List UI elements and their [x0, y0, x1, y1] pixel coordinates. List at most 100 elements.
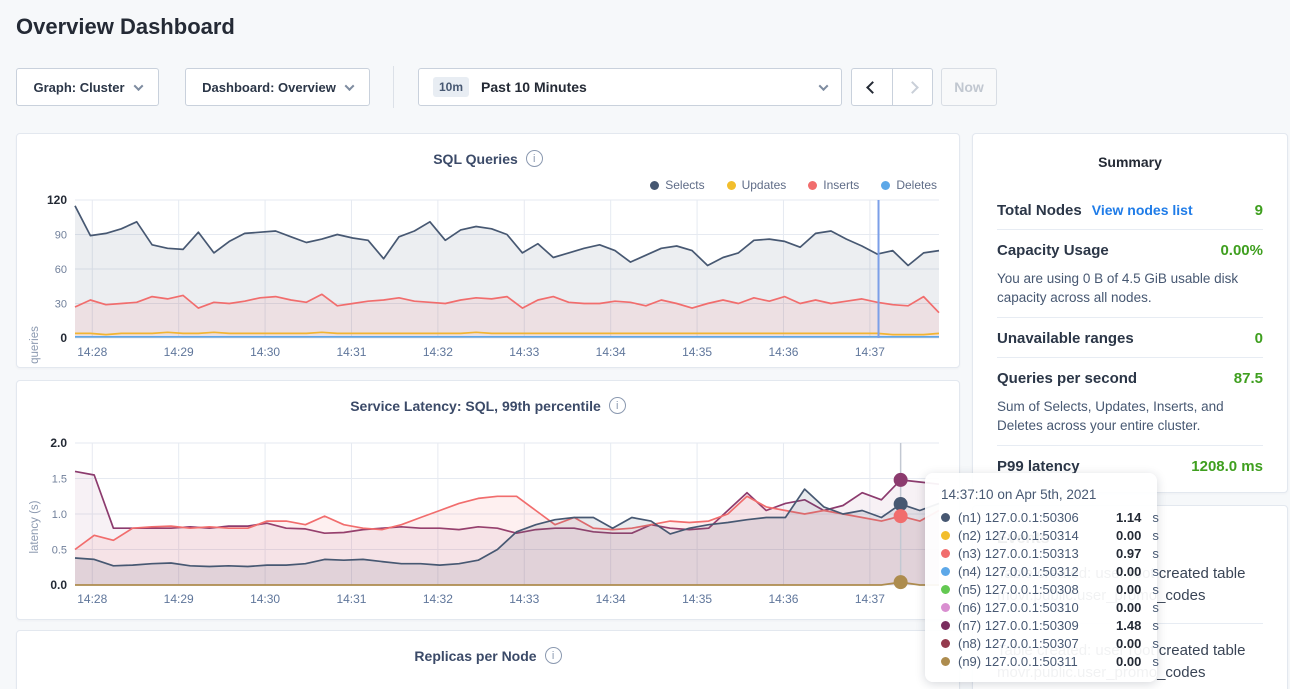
sql-queries-card: SQL Queries SelectsUpdatesInsertsDeletes…	[16, 133, 960, 368]
legend-label: Deletes	[896, 178, 937, 192]
legend-item-updates[interactable]: Updates	[727, 178, 787, 192]
svg-text:30: 30	[55, 299, 67, 311]
svg-text:120: 120	[47, 193, 67, 207]
node-label: (n8) 127.0.0.1:50307	[958, 636, 1108, 651]
node-label: (n3) 127.0.0.1:50313	[958, 546, 1108, 561]
info-icon[interactable]	[545, 647, 562, 664]
node-color-dot-icon	[941, 585, 950, 594]
summary-row-total-nodes: Total Nodes View nodes list 9	[997, 190, 1263, 229]
node-latency-unit: s	[1152, 564, 1159, 579]
unavailable-ranges-label: Unavailable ranges	[997, 330, 1134, 347]
node-latency-unit: s	[1152, 528, 1159, 543]
svg-text:14:34: 14:34	[596, 345, 626, 359]
p99-latency-value: 1208.0 ms	[1191, 458, 1263, 475]
summary-row-unavailable: Unavailable ranges 0	[997, 318, 1263, 357]
capacity-usage-description: You are using 0 B of 4.5 GiB usable disk…	[997, 269, 1263, 317]
time-prev-button[interactable]	[852, 69, 892, 105]
svg-text:90: 90	[55, 230, 67, 242]
dashboard-dropdown[interactable]: Dashboard: Overview	[185, 68, 370, 106]
unavailable-ranges-value: 0	[1255, 330, 1263, 347]
node-latency-value: 1.14	[1116, 510, 1141, 525]
chevron-down-icon	[819, 81, 829, 91]
total-nodes-value: 9	[1255, 202, 1263, 219]
svg-text:14:28: 14:28	[77, 592, 107, 606]
time-range-label: Past 10 Minutes	[481, 79, 587, 95]
legend-item-deletes[interactable]: Deletes	[881, 178, 937, 192]
node-latency-value: 0.97	[1116, 546, 1141, 561]
summary-title: Summary	[997, 154, 1263, 170]
svg-text:14:37: 14:37	[855, 345, 885, 359]
legend-dot-icon	[808, 181, 817, 190]
legend-label: Inserts	[823, 178, 859, 192]
tooltip-row: (n5) 127.0.0.1:503080.00s	[941, 580, 1141, 598]
info-icon[interactable]	[526, 150, 543, 167]
node-color-dot-icon	[941, 531, 950, 540]
tooltip-row: (n6) 127.0.0.1:503100.00s	[941, 598, 1141, 616]
svg-text:14:34: 14:34	[596, 592, 626, 606]
svg-text:14:32: 14:32	[423, 592, 453, 606]
service-latency-chart[interactable]: 0.00.51.01.52.014:2814:2914:3014:3114:32…	[25, 435, 953, 611]
tooltip-row: (n2) 127.0.0.1:503140.00s	[941, 526, 1141, 544]
svg-text:14:36: 14:36	[768, 345, 798, 359]
svg-text:14:30: 14:30	[250, 592, 280, 606]
node-latency-value: 0.00	[1116, 654, 1141, 669]
node-latency-value: 0.00	[1116, 636, 1141, 651]
node-latency-value: 0.00	[1116, 600, 1141, 615]
node-latency-value: 0.00	[1116, 564, 1141, 579]
chevron-down-icon	[133, 81, 143, 91]
sql-queries-chart[interactable]: 030609012014:2814:2914:3014:3114:3214:33…	[25, 192, 953, 364]
tooltip-row: (n1) 127.0.0.1:503061.14s	[941, 508, 1141, 526]
chevron-left-icon	[866, 81, 879, 94]
svg-text:14:29: 14:29	[164, 592, 194, 606]
time-range-dropdown[interactable]: 10m Past 10 Minutes	[418, 68, 842, 106]
chart-legend: Selects Updates Inserts Deletes	[650, 178, 937, 192]
node-latency-value: 0.00	[1116, 528, 1141, 543]
svg-text:14:33: 14:33	[509, 345, 539, 359]
node-label: (n9) 127.0.0.1:50311	[958, 654, 1108, 669]
tooltip-row: (n7) 127.0.0.1:503091.48s	[941, 616, 1141, 634]
dashboard-dropdown-label: Dashboard: Overview	[202, 80, 336, 95]
service-latency-card: Service Latency: SQL, 99th percentile la…	[16, 380, 960, 620]
legend-dot-icon	[727, 181, 736, 190]
node-label: (n4) 127.0.0.1:50312	[958, 564, 1108, 579]
svg-text:14:28: 14:28	[77, 345, 107, 359]
node-latency-unit: s	[1152, 582, 1159, 597]
node-color-dot-icon	[941, 567, 950, 576]
legend-item-selects[interactable]: Selects	[650, 178, 704, 192]
node-color-dot-icon	[941, 621, 950, 630]
node-latency-unit: s	[1152, 510, 1159, 525]
chart-title-replicas: Replicas per Node	[414, 648, 536, 664]
chart-title-service-latency: Service Latency: SQL, 99th percentile	[350, 398, 601, 414]
total-nodes-label: Total Nodes	[997, 202, 1082, 219]
node-color-dot-icon	[941, 639, 950, 648]
svg-text:14:30: 14:30	[250, 345, 280, 359]
view-nodes-list-link[interactable]: View nodes list	[1092, 202, 1193, 218]
node-latency-unit: s	[1152, 618, 1159, 633]
chart-hover-tooltip: 14:37:10 on Apr 5th, 2021 (n1) 127.0.0.1…	[925, 473, 1157, 682]
svg-text:14:35: 14:35	[682, 592, 712, 606]
node-latency-unit: s	[1152, 654, 1159, 669]
node-latency-unit: s	[1152, 600, 1159, 615]
node-label: (n1) 127.0.0.1:50306	[958, 510, 1108, 525]
now-button[interactable]: Now	[941, 68, 997, 106]
node-latency-unit: s	[1152, 546, 1159, 561]
node-latency-value: 0.00	[1116, 582, 1141, 597]
node-label: (n5) 127.0.0.1:50308	[958, 582, 1108, 597]
legend-label: Updates	[742, 178, 787, 192]
legend-dot-icon	[650, 181, 659, 190]
time-next-button[interactable]	[892, 69, 932, 105]
legend-dot-icon	[881, 181, 890, 190]
legend-item-inserts[interactable]: Inserts	[808, 178, 859, 192]
info-icon[interactable]	[609, 397, 626, 414]
summary-row-qps: Queries per second 87.5	[997, 358, 1263, 397]
svg-text:14:31: 14:31	[336, 592, 366, 606]
controls-divider	[393, 66, 394, 108]
svg-text:14:36: 14:36	[768, 592, 798, 606]
svg-text:14:31: 14:31	[336, 345, 366, 359]
summary-panel: Summary Total Nodes View nodes list 9 Ca…	[972, 133, 1288, 493]
svg-text:2.0: 2.0	[50, 436, 67, 450]
node-color-dot-icon	[941, 513, 950, 522]
graph-dropdown[interactable]: Graph: Cluster	[16, 68, 159, 106]
time-range-badge: 10m	[433, 77, 469, 97]
node-label: (n6) 127.0.0.1:50310	[958, 600, 1108, 615]
